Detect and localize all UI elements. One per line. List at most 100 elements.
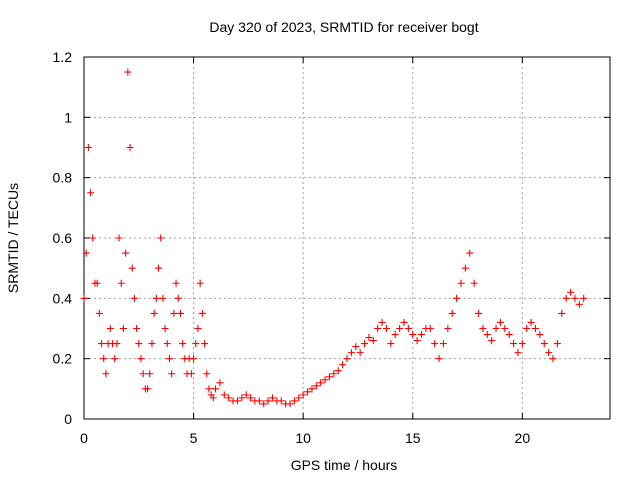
data-point: [205, 385, 213, 393]
data-point: [242, 391, 250, 399]
data-point: [102, 370, 110, 378]
data-point: [203, 370, 211, 378]
x-tick-label: 20: [515, 430, 531, 446]
data-point: [100, 355, 108, 363]
data-point: [115, 234, 123, 242]
data-point: [343, 355, 351, 363]
data-point: [113, 340, 121, 348]
data-point: [233, 397, 241, 405]
data-point: [488, 337, 496, 345]
data-point: [128, 264, 136, 272]
data-point: [553, 340, 561, 348]
data-points: [80, 68, 588, 408]
data-point: [137, 355, 145, 363]
data-point: [457, 279, 465, 287]
y-tick-label: 0: [64, 411, 72, 427]
data-point: [496, 318, 504, 326]
y-axis-label: SRMTID / TECUs: [5, 183, 21, 293]
data-point: [536, 331, 544, 339]
data-point: [439, 340, 447, 348]
data-point: [356, 349, 364, 357]
data-point: [510, 340, 518, 348]
data-point: [330, 370, 338, 378]
data-point: [365, 334, 373, 342]
data-point: [290, 397, 298, 405]
data-point: [220, 391, 228, 399]
data-point: [518, 340, 526, 348]
data-point: [562, 294, 570, 302]
data-point: [352, 343, 360, 351]
data-point: [194, 325, 202, 332]
x-axis-label: GPS time / hours: [291, 457, 398, 473]
data-point: [187, 370, 195, 378]
data-point: [268, 394, 276, 402]
data-point: [308, 385, 316, 393]
data-point: [198, 309, 206, 317]
x-tick-label: 15: [405, 430, 421, 446]
data-point: [444, 325, 452, 332]
data-point: [431, 340, 439, 348]
data-point: [277, 397, 285, 405]
data-point: [84, 144, 92, 151]
data-point: [119, 325, 127, 332]
data-point: [80, 294, 88, 302]
data-point: [106, 325, 114, 332]
data-point: [192, 340, 200, 348]
data-point: [435, 355, 443, 363]
data-point: [161, 325, 169, 332]
data-point: [391, 331, 399, 339]
data-point: [409, 331, 417, 339]
data-point: [174, 294, 182, 302]
data-point: [238, 394, 246, 402]
data-point: [531, 325, 539, 332]
data-point: [527, 318, 535, 326]
y-tick-label: 1: [64, 109, 72, 125]
data-point: [124, 68, 132, 76]
data-point: [209, 394, 217, 402]
data-point: [466, 249, 474, 257]
data-point: [580, 294, 588, 302]
data-point: [111, 355, 119, 363]
data-point: [255, 397, 263, 405]
x-tick-label: 10: [295, 430, 311, 446]
data-point: [575, 300, 583, 308]
data-point: [286, 400, 294, 408]
y-tick-label: 1.2: [53, 49, 73, 65]
data-point: [400, 318, 408, 326]
data-point: [304, 388, 312, 396]
data-point: [87, 189, 95, 197]
data-point: [378, 318, 386, 326]
data-point: [361, 340, 369, 348]
data-point: [225, 394, 233, 402]
data-point: [540, 340, 548, 348]
y-tick-label: 0.2: [53, 351, 73, 367]
data-point: [501, 325, 509, 332]
y-tick-label: 0.8: [53, 170, 73, 186]
data-point: [196, 279, 204, 287]
y-tick-label: 0.4: [53, 290, 73, 306]
data-point: [98, 340, 106, 348]
data-point: [159, 294, 167, 302]
data-point: [321, 376, 329, 384]
data-point: [152, 294, 160, 302]
axis-ticks: 0 5 10 15 20 0 0.2 0.4 0.6 0.8 1 1.2: [53, 49, 610, 446]
data-point: [247, 394, 255, 402]
data-point: [163, 340, 171, 348]
data-point: [453, 294, 461, 302]
data-point: [170, 309, 178, 317]
data-point: [139, 370, 147, 378]
data-point: [148, 340, 156, 348]
y-tick-label: 0.6: [53, 230, 73, 246]
data-point: [117, 279, 125, 287]
data-point: [347, 349, 355, 357]
data-point: [212, 385, 219, 393]
data-point: [95, 309, 103, 317]
data-point: [150, 309, 158, 317]
data-point: [122, 249, 130, 257]
data-point: [157, 234, 165, 242]
data-point: [475, 309, 482, 317]
data-point: [317, 379, 325, 387]
data-point: [144, 385, 152, 393]
data-point: [387, 340, 395, 348]
